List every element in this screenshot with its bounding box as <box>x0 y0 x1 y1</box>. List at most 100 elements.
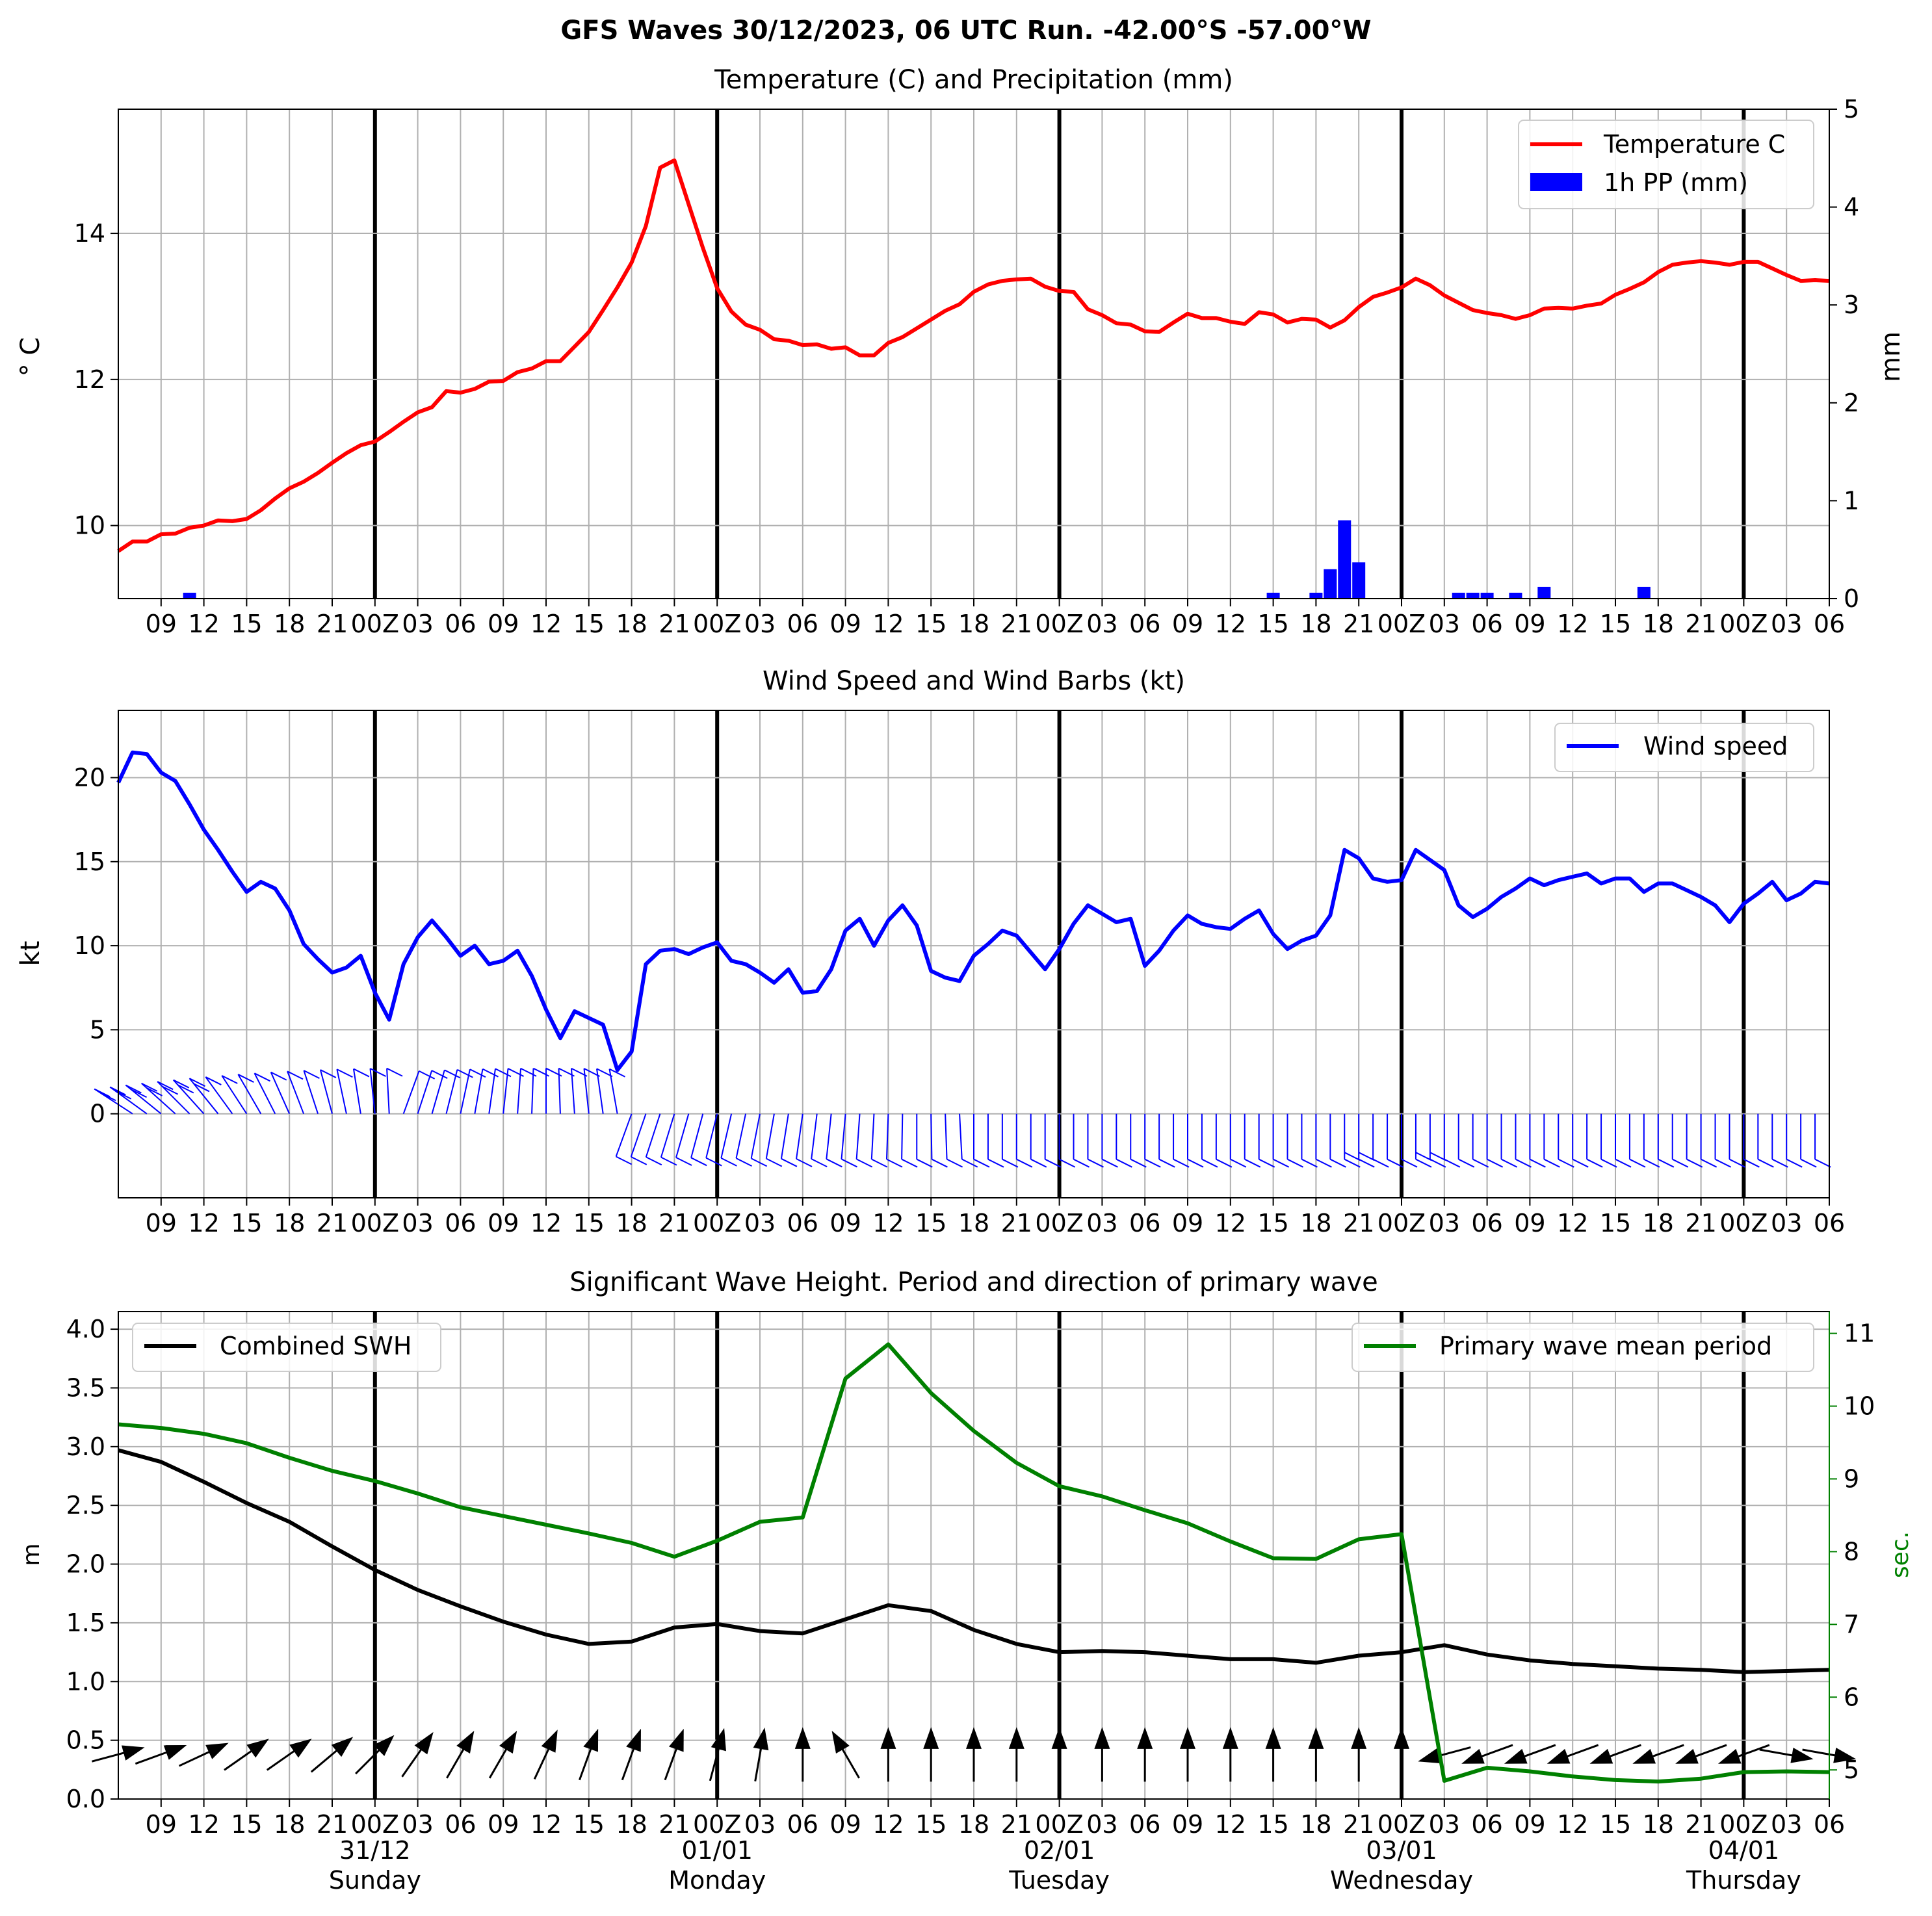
wind-barb <box>460 1069 471 1114</box>
wind-barb-flag <box>1729 1158 1745 1168</box>
x-tick-label: 09 <box>146 1810 177 1839</box>
legend-period-label: Primary wave mean period <box>1439 1332 1772 1360</box>
x-tick-label: 03 <box>402 610 433 638</box>
wind-barb-flag <box>720 1158 737 1167</box>
x-tick-label: 03 <box>1086 610 1117 638</box>
wind-barb <box>254 1072 276 1115</box>
wave-arrow-shaft <box>1733 1744 1770 1759</box>
wind-barb-flag <box>1415 1158 1432 1168</box>
wind-barb-flag <box>99 1092 116 1102</box>
wind-barb-flag <box>1259 1158 1275 1168</box>
y-tick-label: 0 <box>90 1100 105 1128</box>
x-tick-label: 03 <box>1771 1209 1802 1237</box>
x-tick-label: 09 <box>488 610 519 638</box>
x-tick-label: 15 <box>1257 610 1288 638</box>
wind-barb <box>503 1068 509 1114</box>
wave-arrow-head <box>122 1745 145 1761</box>
wind-barb-flag <box>469 1068 486 1078</box>
x-tick-label: 15 <box>1600 1810 1631 1839</box>
wind-barb-flag <box>901 1158 918 1168</box>
wind-barb-flag <box>1444 1158 1461 1168</box>
wave-arrow <box>1308 1727 1324 1782</box>
wind-barb-flag <box>444 1069 461 1079</box>
wind-barb <box>431 1070 445 1114</box>
x-tick-label: 09 <box>829 1810 861 1839</box>
wind-barb <box>270 1072 291 1115</box>
wind-barb-flag <box>826 1158 842 1168</box>
x-tick-label: 12 <box>1215 1810 1246 1839</box>
wave-arrow-head <box>1589 1748 1613 1764</box>
x-tick-label: 00Z <box>693 610 741 638</box>
wind-barb-flag <box>141 1082 158 1092</box>
panel3-axes: 09 12 15 18 21 00Z 03 06 09 12 15 18 21 00Z 03 06 09 12 15… <box>66 1311 1875 1839</box>
wave-arrow-shaft <box>310 1746 341 1773</box>
wave-arrow-head <box>1461 1748 1485 1764</box>
wind-barb-flag <box>961 1158 978 1168</box>
wind-barb-flag <box>1629 1158 1646 1168</box>
y-tick-label: 1.0 <box>66 1667 105 1696</box>
x-tick-label: 12 <box>188 1810 219 1839</box>
legend-wind-label: Wind speed <box>1643 732 1788 760</box>
panel3-grid <box>118 1312 1830 1799</box>
panel3-ylabel: m <box>18 1543 45 1566</box>
wind-barb-flag <box>456 1068 473 1078</box>
wind-barb <box>596 1068 604 1114</box>
wave-arrow-head <box>1222 1727 1238 1749</box>
wave-arrow <box>1802 1747 1857 1763</box>
x-tick-label: 09 <box>1172 1810 1203 1839</box>
wind-barb-flag <box>916 1158 933 1168</box>
x-tick-label: 18 <box>1300 610 1331 638</box>
wind-barb <box>675 1113 690 1158</box>
wind-barb-flag <box>177 1084 194 1094</box>
y-tick-label: 3.5 <box>66 1373 105 1402</box>
x-tick-label: 09 <box>488 1209 519 1237</box>
wind-barb-flag <box>1701 1158 1717 1168</box>
wind-barb <box>474 1068 484 1114</box>
panel2-ylabel: kt <box>16 941 46 966</box>
wind-barb <box>488 1068 496 1114</box>
day-weekday-label: Tuesday <box>1008 1866 1110 1895</box>
wave-arrow-head <box>1308 1727 1324 1749</box>
wind-barb-flag <box>125 1084 142 1094</box>
x-tick-label: 00Z <box>351 1810 399 1839</box>
x-tick-label: 21 <box>659 610 690 638</box>
wave-panel: Significant Wave Height. Period and dire… <box>18 1267 1914 1895</box>
x-tick-label: 06 <box>445 1209 476 1237</box>
x-tick-label: 06 <box>1129 1810 1160 1839</box>
wave-arrow <box>310 1737 354 1773</box>
x-tick-label: 03 <box>1771 1810 1802 1839</box>
wind-barb <box>735 1113 747 1159</box>
wind-barb-flag <box>1116 1158 1132 1168</box>
wind-barb-flag <box>189 1078 205 1087</box>
wind-barb-flag <box>1572 1158 1589 1168</box>
x-tick-label: 09 <box>829 1209 861 1237</box>
x-tick-label: 21 <box>1001 610 1032 638</box>
panel2-legend: Wind speed <box>1554 723 1814 772</box>
x-tick-label: 21 <box>1685 1810 1716 1839</box>
x-tick-label: 12 <box>872 610 904 638</box>
wind-barb <box>615 1113 633 1157</box>
wind-barb-flag <box>193 1083 210 1093</box>
wave-arrow-head <box>499 1730 517 1754</box>
y2-tick-label: 8 <box>1844 1537 1859 1566</box>
wind-barb-flag <box>1600 1158 1617 1168</box>
wave-arrow-shaft <box>1802 1748 1840 1757</box>
panel1-axes: 09 12 15 18 21 00Z 03 06 09 12 15 18 21 00Z 03 06 09 12 15… <box>74 95 1860 638</box>
wind-barb-flag <box>508 1068 524 1077</box>
x-tick-label: 18 <box>616 1810 647 1839</box>
wave-arrow-head <box>205 1742 229 1759</box>
panel1-lines <box>117 158 1830 553</box>
wind-barb-flag <box>1059 1158 1076 1168</box>
wave-arrow-shaft <box>446 1744 467 1779</box>
y-tick-label: 20 <box>74 763 105 792</box>
wind-barb <box>705 1113 718 1158</box>
wave-arrow <box>1051 1727 1067 1782</box>
wind-barb-flag <box>1429 1158 1446 1168</box>
x-tick-label: 12 <box>530 1209 562 1237</box>
wind-barb-flag <box>1144 1158 1161 1168</box>
wave-arrow <box>401 1731 434 1778</box>
x-tick-label: 21 <box>317 610 348 638</box>
wind-barb <box>630 1113 647 1158</box>
x-tick-label: 12 <box>1557 610 1588 638</box>
wave-arrow-shaft <box>355 1746 384 1775</box>
